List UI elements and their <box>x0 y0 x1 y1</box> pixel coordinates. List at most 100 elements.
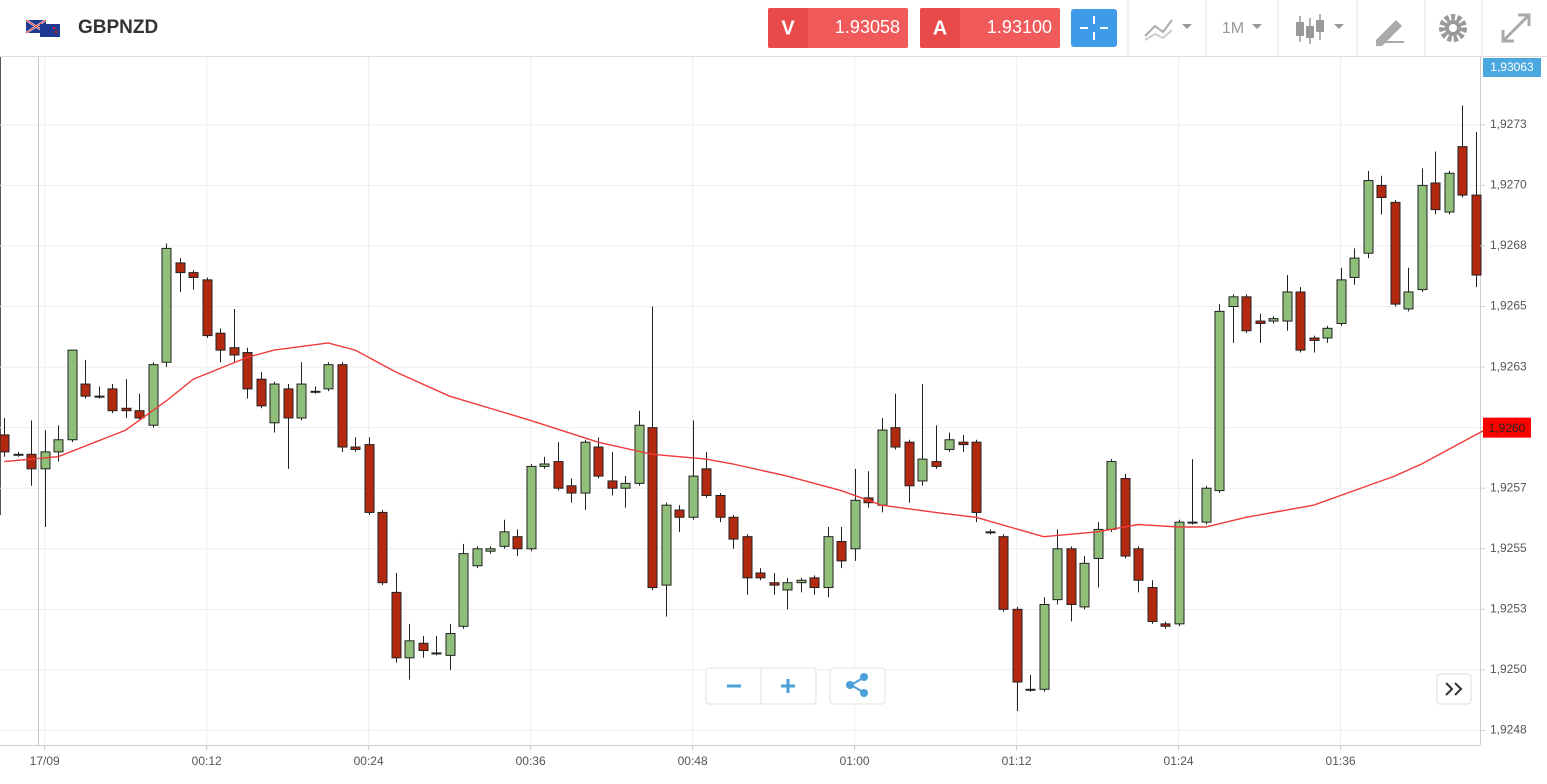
candle-body <box>607 480 618 489</box>
candle-body <box>121 407 132 412</box>
candle-body <box>1214 310 1225 492</box>
scroll-right-button[interactable] <box>1436 673 1472 705</box>
candle-body <box>161 247 172 363</box>
candle-body <box>485 548 496 552</box>
candle-body <box>499 531 510 547</box>
sell-button[interactable]: V 1.93058 <box>768 8 908 48</box>
candle-body <box>107 388 118 412</box>
candle-body <box>1160 623 1171 627</box>
candle-body <box>539 463 550 467</box>
candle-body <box>1079 562 1090 608</box>
candle-body <box>1201 487 1212 523</box>
candle-body <box>1241 296 1252 332</box>
candle-body <box>0 434 10 453</box>
x-tick-label: 01:36 <box>1326 754 1356 768</box>
candle-body <box>1309 337 1320 341</box>
draw-button[interactable] <box>1376 20 1404 46</box>
moving-average <box>4 342 1490 538</box>
zoom-controls <box>705 667 886 705</box>
candle-body <box>1120 478 1131 557</box>
candle-body <box>1349 257 1360 278</box>
candle-body <box>188 272 199 278</box>
share-button[interactable] <box>829 667 886 705</box>
candle-body <box>134 410 145 419</box>
candle-body <box>1039 603 1050 690</box>
y-tick-label: 1,9257 <box>1490 480 1527 494</box>
crosshair-button[interactable] <box>1071 9 1117 47</box>
candle-body <box>1187 521 1198 524</box>
flag-icon <box>25 19 60 37</box>
candle-body <box>1052 548 1063 601</box>
x-tick-label: 00:24 <box>354 754 384 768</box>
last-price-label: 1,9260 <box>1489 421 1526 435</box>
toolbar-separators <box>1127 0 1483 56</box>
candle-body <box>26 453 37 470</box>
candle-body <box>418 642 429 652</box>
candle-body <box>1444 172 1455 213</box>
candle-body <box>769 582 780 586</box>
candle-body <box>904 441 915 487</box>
chart-type-button[interactable] <box>1296 14 1344 44</box>
candle-body <box>445 633 456 656</box>
candle-body <box>1174 521 1185 625</box>
candle-body <box>715 494 726 518</box>
candle-body <box>742 536 753 579</box>
candle-body <box>337 364 348 448</box>
y-tick-label: 1,9273 <box>1490 117 1527 131</box>
fullscreen-button[interactable] <box>1501 13 1531 43</box>
y-tick-label: 1,9270 <box>1490 178 1527 192</box>
y-tick-label: 1,9250 <box>1490 662 1527 676</box>
candle-body <box>1282 291 1293 322</box>
candle-body <box>1255 320 1266 324</box>
settings-button[interactable] <box>1439 14 1467 42</box>
candle-body <box>404 640 415 659</box>
candle-body <box>553 461 564 489</box>
candle-body <box>377 511 388 584</box>
indicator-button[interactable] <box>1144 19 1192 41</box>
candle-body <box>782 582 793 591</box>
y-tick-label: 1,9253 <box>1490 602 1527 616</box>
x-tick-label: 01:00 <box>840 754 870 768</box>
candle-body <box>647 427 658 589</box>
candle-body <box>431 652 442 655</box>
x-tick-label: 00:36 <box>516 754 546 768</box>
candle-body <box>67 349 78 441</box>
y-tick-label: 1,9265 <box>1490 299 1527 313</box>
candle-body <box>458 553 469 627</box>
timeframe[interactable]: 1M <box>1222 20 1244 37</box>
candle-body <box>674 509 685 518</box>
candle-body <box>701 468 712 496</box>
ask-tag-label: 1,93063 <box>1490 60 1534 74</box>
symbol: GBPNZD <box>78 17 158 38</box>
candle-body <box>53 439 64 453</box>
candle-body <box>958 441 969 446</box>
candle-body <box>296 383 307 419</box>
candle-body <box>580 441 591 494</box>
x-tick-label: 00:12 <box>192 754 222 768</box>
candle-body <box>1376 184 1387 199</box>
buy-button[interactable]: A 1.93100 <box>920 8 1060 48</box>
candle-body <box>1066 548 1077 605</box>
candle-body <box>755 572 766 579</box>
sell-label: V <box>781 17 795 39</box>
candle-body <box>94 395 105 398</box>
candle-body <box>1133 548 1144 581</box>
candle-body <box>1390 201 1401 305</box>
candle-body <box>890 427 901 448</box>
candle-body <box>1471 194 1482 276</box>
candle-body <box>364 444 375 513</box>
candle-body <box>391 591 402 659</box>
candle-body <box>593 446 604 477</box>
zoom-in[interactable] <box>781 679 795 693</box>
candle-body <box>931 461 942 467</box>
candle-body <box>350 446 361 450</box>
candle-body <box>175 262 186 274</box>
x-tick-label: 01:12 <box>1002 754 1032 768</box>
timeframe-caret <box>1252 24 1262 29</box>
candle-body <box>1336 279 1347 324</box>
candle-body <box>620 482 631 489</box>
candle-body <box>634 424 645 484</box>
candle-body <box>877 429 888 506</box>
candle-body <box>269 383 280 424</box>
